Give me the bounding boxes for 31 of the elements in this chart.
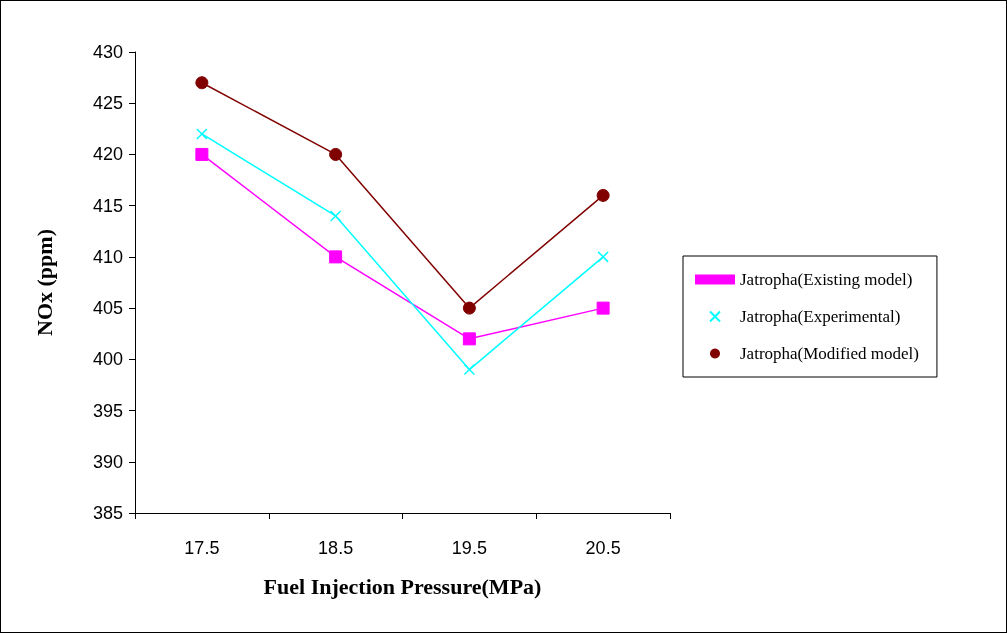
- y-axis-title: NOx (ppm): [31, 229, 57, 336]
- y-tick-label: 430: [92, 42, 123, 62]
- y-tick-label: 395: [92, 400, 123, 421]
- point: [329, 147, 343, 161]
- y-tick-label: 410: [92, 246, 123, 267]
- point: [329, 250, 343, 264]
- point: [462, 332, 476, 346]
- y-tick-label: 425: [92, 93, 123, 114]
- point: [195, 147, 209, 161]
- y-tick-label: 405: [92, 298, 123, 319]
- y-tick-label: 420: [92, 144, 123, 165]
- point: [597, 251, 609, 263]
- y-tick-label: 415: [92, 195, 123, 216]
- point: [329, 210, 342, 222]
- y-tick-label: 400: [92, 349, 123, 370]
- x-tick-label: 19.5: [451, 538, 487, 558]
- legend-label: Jatropha(Modified model): [740, 344, 919, 363]
- y-tick-label: 385: [92, 503, 123, 523]
- point: [462, 301, 476, 315]
- point: [596, 188, 610, 202]
- point: [596, 301, 610, 315]
- x-tick-label: 18.5: [318, 538, 354, 558]
- x-tick-label: 20.5: [585, 538, 621, 558]
- y-tick-label: 390: [92, 451, 123, 472]
- point: [463, 363, 476, 376]
- legend-label: Jatropha(Existing model): [740, 270, 913, 289]
- x-axis-title: Fuel Injection Pressure(MPa): [263, 573, 542, 599]
- point: [196, 128, 208, 140]
- point: [195, 76, 209, 90]
- legend-label: Jatropha(Experimental): [740, 307, 901, 326]
- x-tick-label: 17.5: [184, 538, 220, 558]
